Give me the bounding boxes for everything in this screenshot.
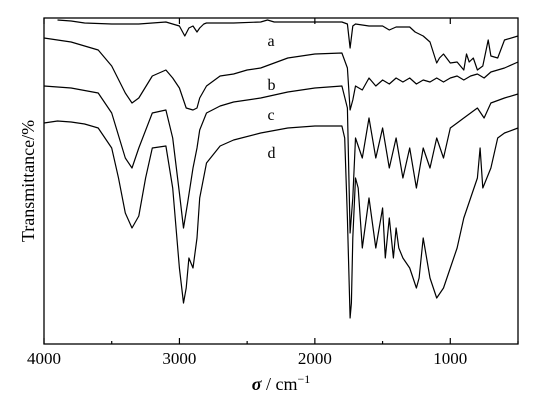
series-labels: a bc d [267, 33, 275, 162]
series-label-b: b [267, 77, 275, 94]
series-label-a: a [267, 33, 274, 50]
series-line-d [43, 120, 519, 319]
x-axis-exponent: −1 [297, 372, 310, 386]
x-tick-label: 2000 [298, 349, 332, 368]
y-axis-title: Transmittance/% [18, 120, 38, 242]
plot-frame [43, 17, 519, 345]
series-lines [43, 19, 519, 319]
series-label-c: c [267, 107, 274, 124]
x-axis-symbol: σ [252, 374, 263, 394]
x-tick-labels: 4000 3000 2000 1000 [27, 349, 467, 368]
x-ticks [43, 18, 519, 344]
series-line-c [43, 85, 519, 234]
x-tick-label: 1000 [433, 349, 467, 368]
x-tick-label: 3000 [162, 349, 196, 368]
x-axis-unit: / cm [261, 374, 297, 394]
x-axis-title: σ / cm−1 [252, 372, 310, 394]
series-line-b [43, 37, 519, 111]
series-line-a [57, 19, 519, 71]
series-label-d: d [267, 145, 275, 162]
x-tick-label: 4000 [27, 349, 61, 368]
